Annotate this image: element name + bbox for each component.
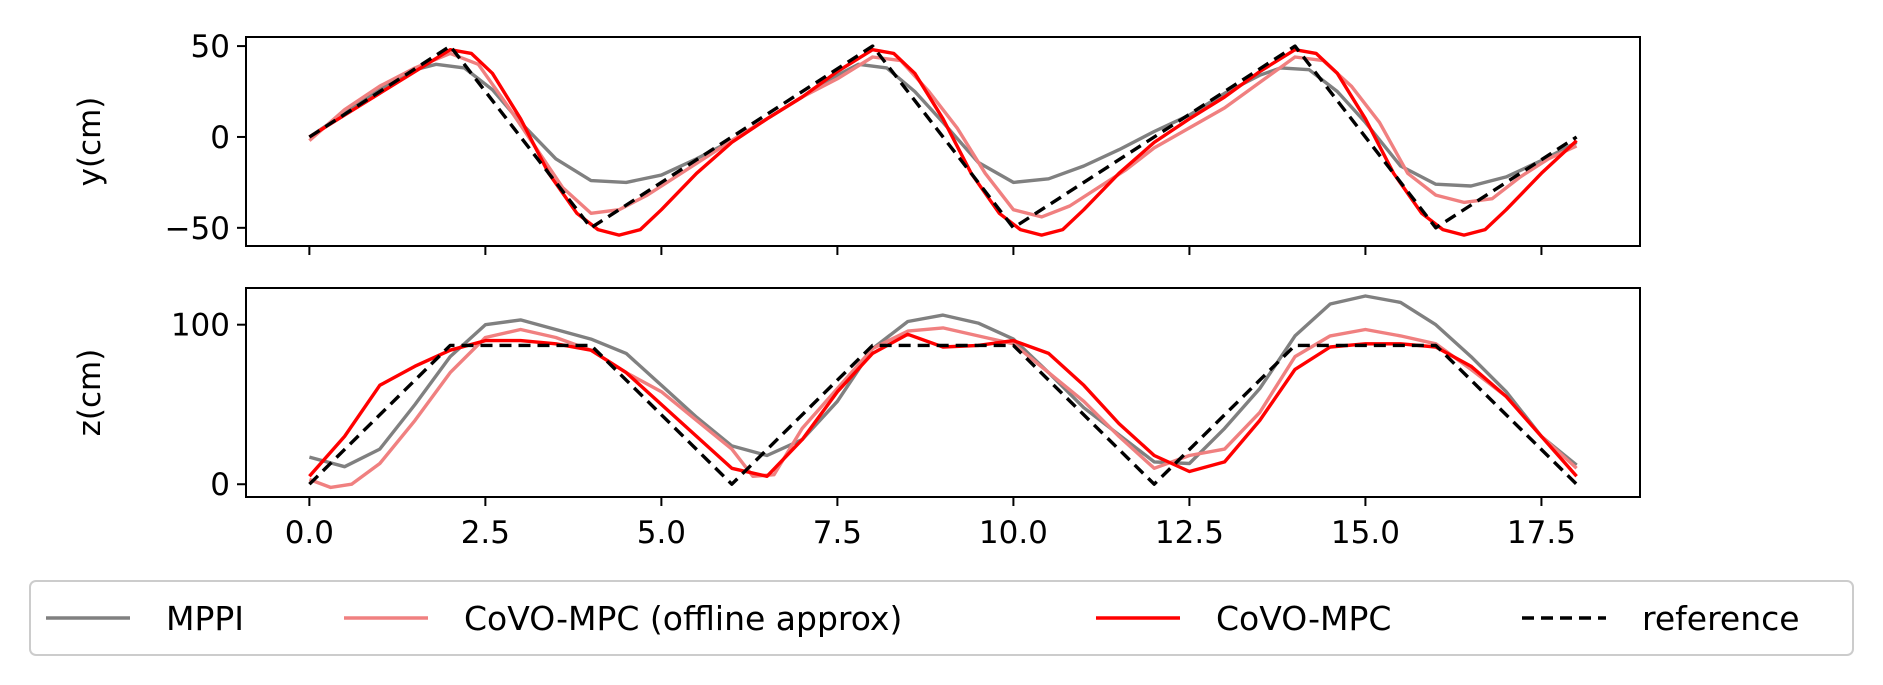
y-axis-label: y(cm) [72, 97, 108, 187]
x-tick-label: 10.0 [979, 515, 1048, 551]
series-line-covo-mpc [308, 48, 1578, 237]
y-tick-label: −50 [165, 211, 230, 247]
plot-frame [245, 36, 1641, 247]
x-tick-label: 2.5 [461, 515, 510, 551]
legend-box [29, 580, 1854, 656]
series-line-reference [308, 343, 1578, 486]
y-tick-label: 100 [171, 308, 230, 344]
x-tick-label: 7.5 [813, 515, 862, 551]
z-position-subplot: 100 0 0.0 2.5 5.0 7.5 10.0 12.5 15.0 17.5 z(cm) [72, 287, 1641, 551]
plot-frame [245, 287, 1641, 498]
legend-label: MPPI [166, 599, 244, 638]
x-tick-label: 5.0 [637, 515, 686, 551]
series-line-mppi [308, 294, 1578, 469]
series-line-covo-mpc [308, 332, 1578, 478]
x-tick-label: 0.0 [285, 515, 334, 551]
legend-label: reference [1642, 599, 1800, 638]
legend-label: CoVO-MPC [1216, 599, 1391, 638]
series-line-covo-mpc-offline-approx [308, 326, 1578, 490]
y-position-subplot: 50 0 −50 y(cm) [72, 29, 1641, 255]
y-tick-label: 0 [210, 467, 230, 503]
legend-label: CoVO-MPC (offline approx) [464, 599, 902, 638]
x-tick-label: 17.5 [1507, 515, 1576, 551]
legend: MPPI CoVO-MPC (offline approx) CoVO-MPC ref… [29, 580, 1854, 656]
y-tick-label: 50 [191, 29, 230, 65]
x-tick-label: 15.0 [1331, 515, 1400, 551]
series-line-reference [308, 44, 1578, 230]
y-axis-label: z(cm) [72, 349, 108, 437]
x-tick-label: 12.5 [1155, 515, 1224, 551]
y-tick-label: 0 [210, 120, 230, 156]
